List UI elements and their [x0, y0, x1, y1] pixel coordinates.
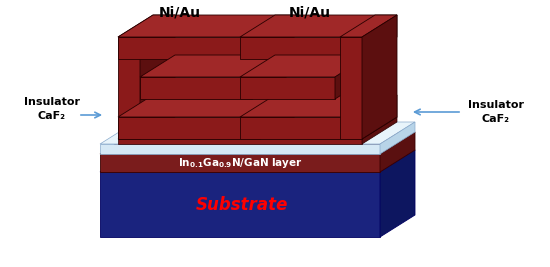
Polygon shape: [251, 55, 287, 99]
Text: Insulator
CaF₂: Insulator CaF₂: [24, 97, 80, 121]
Polygon shape: [100, 122, 415, 144]
Polygon shape: [100, 154, 380, 172]
Text: Substrate: Substrate: [196, 195, 288, 214]
Text: Insulator
CaF₂: Insulator CaF₂: [468, 100, 524, 124]
Polygon shape: [140, 55, 287, 77]
Text: Ni/Au: Ni/Au: [289, 5, 331, 19]
Polygon shape: [118, 139, 362, 144]
Polygon shape: [140, 15, 175, 139]
Polygon shape: [118, 15, 175, 37]
Polygon shape: [100, 144, 380, 154]
Text: Ni/Au: Ni/Au: [159, 5, 201, 19]
Polygon shape: [118, 95, 294, 117]
Polygon shape: [100, 132, 415, 154]
Polygon shape: [240, 117, 362, 139]
Polygon shape: [380, 132, 415, 172]
Polygon shape: [380, 150, 415, 237]
Polygon shape: [118, 117, 397, 139]
Polygon shape: [100, 172, 380, 237]
Polygon shape: [260, 15, 294, 59]
Text: $\mathregular{In_{0.1}Ga_{0.9}N/GaN\ layer}$: $\mathregular{In_{0.1}Ga_{0.9}N/GaN\ lay…: [178, 156, 302, 170]
Polygon shape: [380, 122, 415, 154]
Polygon shape: [140, 99, 340, 117]
Polygon shape: [240, 55, 370, 77]
Polygon shape: [340, 15, 397, 37]
Polygon shape: [240, 15, 397, 37]
Polygon shape: [140, 37, 375, 59]
Polygon shape: [240, 95, 397, 117]
Polygon shape: [140, 59, 340, 77]
Polygon shape: [362, 15, 397, 139]
Polygon shape: [340, 37, 362, 139]
Polygon shape: [100, 150, 415, 172]
Polygon shape: [362, 95, 397, 139]
Polygon shape: [140, 77, 375, 99]
Polygon shape: [140, 77, 251, 99]
Polygon shape: [118, 117, 260, 139]
Polygon shape: [240, 77, 335, 99]
Polygon shape: [118, 37, 260, 59]
Polygon shape: [335, 55, 370, 99]
Polygon shape: [240, 37, 362, 59]
Polygon shape: [118, 37, 140, 139]
Polygon shape: [362, 15, 397, 59]
Polygon shape: [118, 15, 294, 37]
Polygon shape: [362, 117, 397, 144]
Polygon shape: [260, 95, 294, 139]
